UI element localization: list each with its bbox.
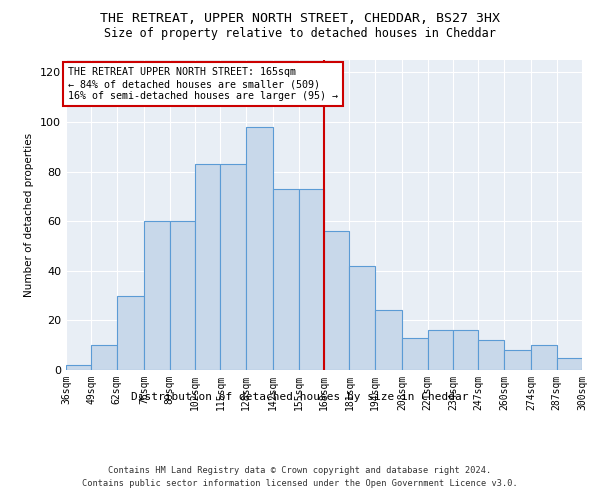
Bar bbox=[504, 350, 531, 370]
Text: THE RETREAT, UPPER NORTH STREET, CHEDDAR, BS27 3HX: THE RETREAT, UPPER NORTH STREET, CHEDDAR… bbox=[100, 12, 500, 26]
Bar bbox=[66, 365, 91, 370]
Bar bbox=[531, 345, 557, 370]
Bar bbox=[91, 345, 117, 370]
Text: Distribution of detached houses by size in Cheddar: Distribution of detached houses by size … bbox=[131, 392, 469, 402]
Bar bbox=[299, 189, 324, 370]
Bar bbox=[324, 231, 349, 370]
Text: Contains HM Land Registry data © Crown copyright and database right 2024.
Contai: Contains HM Land Registry data © Crown c… bbox=[82, 466, 518, 487]
Bar bbox=[170, 221, 195, 370]
Bar bbox=[144, 221, 170, 370]
Bar bbox=[453, 330, 478, 370]
Text: THE RETREAT UPPER NORTH STREET: 165sqm
← 84% of detached houses are smaller (509: THE RETREAT UPPER NORTH STREET: 165sqm ←… bbox=[68, 68, 338, 100]
Bar bbox=[478, 340, 504, 370]
Bar bbox=[582, 368, 600, 370]
Bar bbox=[375, 310, 402, 370]
Bar bbox=[195, 164, 220, 370]
Text: Size of property relative to detached houses in Cheddar: Size of property relative to detached ho… bbox=[104, 28, 496, 40]
Bar bbox=[246, 127, 273, 370]
Bar bbox=[117, 296, 144, 370]
Bar bbox=[428, 330, 453, 370]
Bar bbox=[273, 189, 299, 370]
Bar bbox=[402, 338, 428, 370]
Y-axis label: Number of detached properties: Number of detached properties bbox=[25, 133, 34, 297]
Bar bbox=[220, 164, 246, 370]
Bar bbox=[557, 358, 582, 370]
Bar bbox=[349, 266, 375, 370]
